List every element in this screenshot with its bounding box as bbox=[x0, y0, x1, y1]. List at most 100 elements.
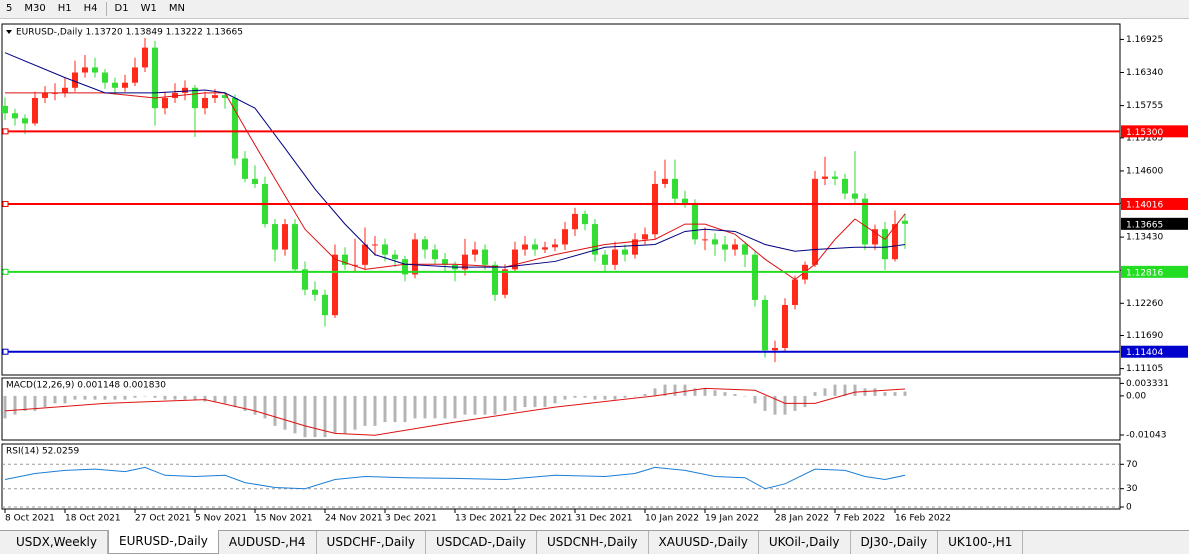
histogram-bar bbox=[603, 395, 607, 400]
y-tick-label: 1.16340 bbox=[1126, 68, 1163, 78]
histogram-bar bbox=[333, 395, 337, 434]
candle-body bbox=[582, 213, 588, 225]
timeframe-button[interactable]: MN bbox=[168, 3, 185, 14]
candle-body bbox=[342, 254, 348, 265]
chart-tab[interactable]: UKOil-,Daily bbox=[759, 531, 851, 554]
chart-tab-active[interactable]: EURUSD-,Daily bbox=[108, 530, 219, 554]
histogram-bar bbox=[33, 395, 37, 411]
histogram-bar bbox=[593, 395, 597, 400]
x-tick-label: 16 Feb 2022 bbox=[895, 514, 951, 524]
histogram-bar bbox=[803, 395, 807, 408]
histogram-bar bbox=[763, 395, 767, 411]
candle-body bbox=[532, 244, 538, 250]
candle-body bbox=[512, 249, 518, 270]
histogram-bar bbox=[443, 395, 447, 419]
histogram-bar bbox=[283, 395, 287, 430]
histogram-bar bbox=[733, 394, 737, 396]
x-tick-label: 22 Dec 2021 bbox=[515, 514, 573, 524]
histogram-bar bbox=[313, 395, 317, 438]
histogram-bar bbox=[753, 395, 757, 404]
timeframe-button[interactable]: H4 bbox=[83, 3, 98, 14]
moving-average-line bbox=[4, 52, 906, 268]
candle-body bbox=[42, 92, 48, 98]
histogram-bar bbox=[883, 392, 887, 396]
histogram-bar bbox=[563, 395, 567, 400]
candle-body bbox=[232, 97, 238, 159]
candle-body bbox=[702, 239, 708, 241]
level-price-label: 1.12816 bbox=[1126, 268, 1163, 278]
y-tick-label: 1.11105 bbox=[1126, 364, 1163, 374]
chart-tab[interactable]: USDCAD-,Daily bbox=[426, 531, 537, 554]
timeframe-button[interactable]: 5 bbox=[6, 3, 13, 14]
x-tick-label: 15 Nov 2021 bbox=[255, 514, 313, 524]
chart-tab[interactable]: USDCHF-,Daily bbox=[317, 531, 426, 554]
histogram-bar bbox=[373, 395, 377, 426]
timeframe-button[interactable]: D1 bbox=[114, 3, 129, 14]
candle-body bbox=[122, 82, 128, 88]
candle-body bbox=[822, 176, 828, 179]
candle-body bbox=[842, 178, 848, 194]
chart-tab[interactable]: UK100-,H1 bbox=[938, 531, 1024, 554]
histogram-bar bbox=[133, 395, 137, 398]
histogram-bar bbox=[503, 395, 507, 411]
histogram-bar bbox=[253, 395, 257, 415]
chart-tab[interactable]: USDX,Weekly bbox=[6, 531, 108, 554]
candle-body bbox=[202, 97, 208, 109]
chart-tab[interactable]: USDCNH-,Daily bbox=[537, 531, 649, 554]
chart-tab[interactable]: AUDUSD-,H4 bbox=[219, 531, 317, 554]
y-tick-label: 1.14600 bbox=[1126, 166, 1163, 176]
title-arrow bbox=[6, 30, 12, 34]
candle-body bbox=[292, 224, 298, 270]
candle-body bbox=[112, 82, 118, 88]
level-handle bbox=[2, 128, 9, 135]
candle-body bbox=[82, 67, 88, 73]
x-tick-label: 28 Jan 2022 bbox=[775, 514, 829, 524]
histogram-bar bbox=[103, 395, 107, 400]
candle-body bbox=[462, 254, 468, 270]
y-tick-label: 1.13430 bbox=[1126, 233, 1163, 243]
x-tick-label: 19 Jan 2022 bbox=[705, 514, 759, 524]
candle-body bbox=[902, 220, 908, 224]
candle-body bbox=[352, 264, 358, 266]
x-tick-label: 10 Jan 2022 bbox=[645, 514, 699, 524]
candle-body bbox=[742, 244, 748, 255]
candle-body bbox=[252, 178, 258, 184]
x-tick-label: 3 Dec 2021 bbox=[385, 514, 437, 524]
candle-body bbox=[302, 269, 308, 290]
indicator-title: MACD(12,26,9) 0.001148 0.001830 bbox=[6, 381, 166, 391]
separator bbox=[105, 2, 107, 16]
histogram-bar bbox=[643, 394, 647, 396]
y-tick-label: 1.15185 bbox=[1126, 133, 1163, 143]
candle-body bbox=[672, 178, 678, 199]
timeframe-button[interactable]: W1 bbox=[140, 3, 157, 14]
chart-tab[interactable]: DJ30-,Daily bbox=[851, 531, 939, 554]
timeframe-button[interactable]: M30 bbox=[24, 3, 46, 14]
histogram-bar bbox=[673, 384, 677, 396]
candle-body bbox=[542, 247, 548, 250]
y-tick-label: 1.16925 bbox=[1126, 35, 1163, 45]
timeframe-button[interactable]: H1 bbox=[57, 3, 72, 14]
chart-tab[interactable]: XAUUSD-,Daily bbox=[649, 531, 759, 554]
histogram-bar bbox=[663, 384, 667, 396]
y-tick-label: 1.12260 bbox=[1126, 299, 1163, 309]
histogram-bar bbox=[613, 395, 617, 400]
candle-body bbox=[572, 213, 578, 230]
level-price-box bbox=[1121, 197, 1188, 210]
histogram-bar bbox=[223, 395, 227, 404]
candle-body bbox=[772, 347, 778, 351]
candle-body bbox=[732, 244, 738, 250]
candle-body bbox=[92, 67, 98, 73]
histogram-bar bbox=[163, 395, 167, 400]
candle-body bbox=[882, 229, 888, 260]
histogram-bar bbox=[713, 390, 717, 396]
y-tick-label: 0.003331 bbox=[1126, 379, 1169, 389]
histogram-bar bbox=[183, 395, 187, 400]
candle-body bbox=[522, 244, 528, 250]
level-price-label: 1.11404 bbox=[1126, 348, 1163, 358]
histogram-bar bbox=[93, 395, 97, 400]
histogram-bar bbox=[363, 395, 367, 426]
candle-body bbox=[372, 244, 378, 246]
histogram-bar bbox=[423, 395, 427, 419]
histogram-bar bbox=[783, 395, 787, 415]
